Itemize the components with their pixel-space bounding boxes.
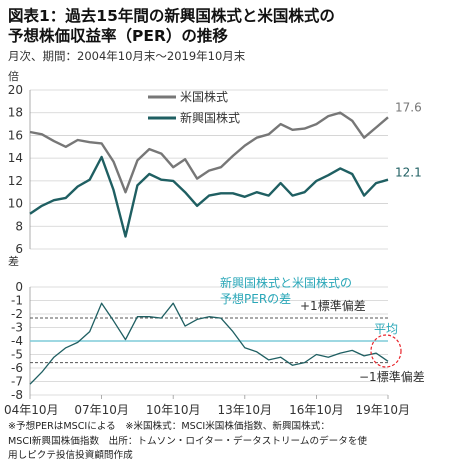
note-line-2: MSCI新興国株価指数 出所：トムソン・ロイター・データストリームのデータを使: [8, 435, 368, 447]
top-y-tick-label: 12: [8, 174, 23, 188]
x-tick-label: 07年10月: [74, 403, 129, 417]
x-tick-label: 04年10月: [4, 403, 59, 417]
x-tick-label: 13年10月: [218, 403, 273, 417]
em-end-label: 12.1: [395, 166, 422, 180]
bottom-y-tick-label: 0: [15, 280, 23, 294]
bottom-y-tick-label: -5: [11, 348, 23, 362]
diff-annotation-line-1: 新興国株式と米国株式の: [220, 275, 352, 290]
bottom-y-tick-label: -8: [11, 388, 23, 402]
top-y-tick-label: 10: [8, 197, 23, 211]
top-y-axis-unit: 倍: [8, 69, 19, 83]
chart-subtitle: 月次、期間：2004年10月末〜2019年10月末: [8, 49, 246, 63]
diff-annotation-line-2: 予想PERの差: [220, 291, 291, 306]
source-notes: ※予想PERはMSCIによる ※米国株式：MSCI米国株価指数、新興国株式： M…: [8, 420, 453, 464]
bottom-y-tick-label: -4: [11, 334, 23, 348]
top-y-tick-label: 20: [8, 83, 23, 97]
bottom-y-tick-label: -1: [11, 294, 23, 308]
bottom-y-tick-label: -6: [11, 361, 23, 375]
note-line-3: 用しピクテ投信投資顧問作成: [8, 450, 133, 461]
note-line-1: ※予想PERはMSCIによる ※米国株式：MSCI米国株価指数、新興国株式：: [8, 421, 330, 432]
us-end-label: 17.6: [395, 100, 422, 114]
x-tick-label: 10年10月: [146, 403, 201, 417]
bottom-y-axis-unit: 差: [8, 254, 19, 268]
em-per-line: [29, 155, 389, 238]
page-title: 図表1：過去15年間の新興国株式と米国株式の 予想株価収益率（PER）の推移: [8, 6, 448, 46]
top-chart-grid: 6 8 10 12 14 16 18 20倍: [8, 69, 388, 256]
bottom-y-tick-label: -7: [11, 375, 23, 389]
plus-1sd-label: +1標準偏差: [300, 298, 366, 313]
series-lines: [29, 111, 389, 385]
top-y-tick-label: 6: [15, 242, 23, 256]
average-label: 平均: [374, 322, 398, 336]
top-y-tick-label: 8: [15, 219, 23, 233]
highlight-circle: [370, 334, 402, 368]
minus-1sd-label: −1標準偏差: [359, 369, 425, 384]
top-y-tick-label: 16: [8, 128, 23, 142]
legend-label-em: 新興国株式: [180, 110, 240, 125]
top-y-tick-label: 14: [8, 151, 23, 165]
bottom-y-tick-label: -3: [11, 321, 23, 335]
reference-lines: [30, 317, 388, 364]
x-tick-label: 19年10月: [355, 403, 410, 417]
legend-label-us: 米国株式: [180, 89, 228, 104]
x-tick-label: 16年10月: [289, 403, 344, 417]
us-per-line: [29, 111, 389, 194]
bottom-y-tick-label: -2: [11, 307, 23, 321]
title-line-2: 予想株価収益率（PER）の推移: [8, 27, 228, 45]
title-line-1: 図表1：過去15年間の新興国株式と米国株式の: [8, 7, 335, 25]
per-diff-line: [29, 302, 389, 385]
top-y-tick-label: 18: [8, 106, 23, 120]
